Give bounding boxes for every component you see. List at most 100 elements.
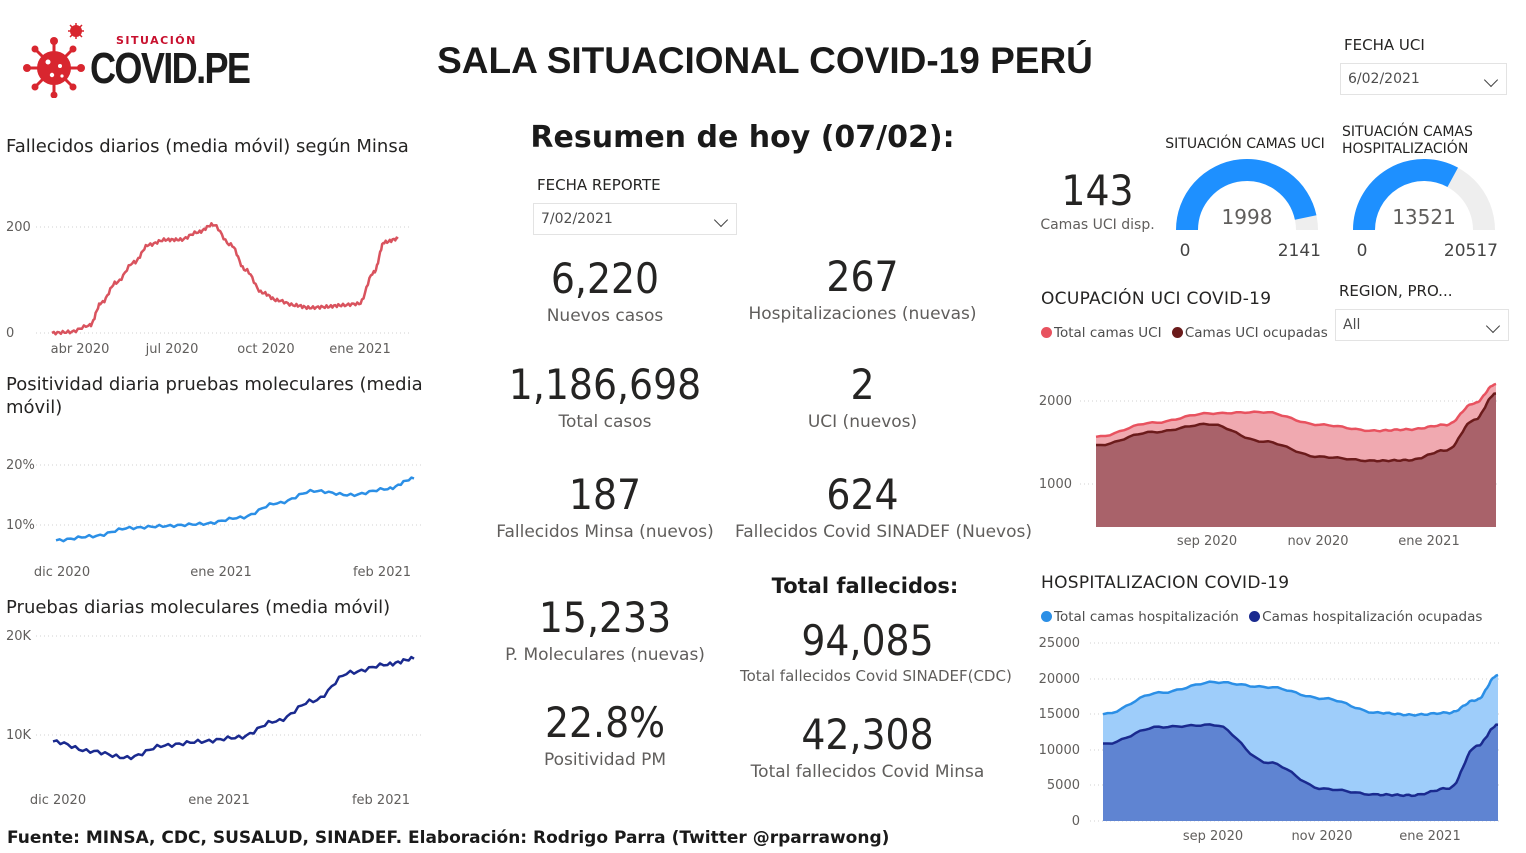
kpi-label: UCI (nuevos): [807, 412, 918, 432]
gauge-camas-hospitalizacion: 13521 0 20517: [1353, 159, 1498, 261]
kpi-hospitalizaciones: 267 Hospitalizaciones (nuevas): [735, 252, 990, 324]
summary-title: Resumen de hoy (07/02):: [530, 120, 955, 155]
gauge-max: 20517: [1444, 241, 1498, 261]
kpi-nuevos-casos: 6,220 Nuevos casos: [480, 254, 730, 326]
gauge-value: 1998: [1222, 205, 1273, 229]
x-tick-label: ene 2021: [190, 565, 251, 580]
y-tick-label: 20000: [1039, 672, 1080, 687]
legend-camas-hosp-ocupadas: Camas hospitalización ocupadas: [1262, 609, 1483, 625]
fecha-uci-value: 6/02/2021: [1348, 71, 1420, 87]
series-line: [1102, 673, 1499, 717]
kpi-label: Fallecidos Minsa (nuevos): [496, 522, 714, 542]
series-area: [1096, 393, 1496, 527]
legend-dot: [1249, 611, 1261, 622]
series-line: [1096, 392, 1497, 463]
kpi-value: 22.8%: [544, 698, 666, 747]
series-line: [55, 476, 415, 543]
x-tick-label: jul 2020: [145, 342, 199, 357]
gauge-hosp-title: SITUACIÓN CAMAS HOSPITALIZACIÓN: [1342, 124, 1522, 158]
y-tick-label: 10%: [6, 518, 35, 533]
fecha-reporte-label: FECHA REPORTE: [537, 176, 661, 194]
x-tick-label: abr 2020: [51, 342, 110, 357]
series-line: [1103, 723, 1499, 798]
gauge-hosp-title-line2: HOSPITALIZACIÓN: [1342, 141, 1469, 157]
gauge-camas-uci: 1998 0 2141: [1176, 159, 1321, 261]
region-label: REGION, PRO...: [1339, 282, 1453, 300]
legend-dot: [1041, 611, 1052, 622]
kpi-value: 624: [826, 470, 899, 519]
kpi-value: 143: [1061, 166, 1134, 215]
series-line: [1095, 382, 1497, 439]
x-tick-label: nov 2020: [1287, 534, 1348, 549]
kpi-value: 267: [826, 252, 899, 301]
kpi-total-sinadef: 94,085 Total fallecidos Covid SINADEF(CD…: [740, 616, 1012, 685]
kpi-camas-uci-disp: 143 Camas UCI disp.: [1040, 166, 1155, 233]
total-fallecidos-title: Total fallecidos:: [771, 574, 959, 598]
x-tick-label: feb 2021: [353, 565, 411, 580]
region-dropdown[interactable]: All: [1335, 309, 1509, 341]
x-tick-label: ene 2021: [329, 342, 390, 357]
x-tick-label: feb 2021: [352, 793, 410, 808]
kpi-label: Positividad PM: [543, 750, 667, 770]
gauge-min: 0: [1180, 241, 1191, 261]
y-tick-label: 20K: [6, 629, 32, 644]
page-title: SALA SITUACIONAL COVID-19 PERÚ: [437, 40, 1093, 81]
y-tick-label: 0: [6, 326, 14, 341]
kpi-value: 15,233: [538, 593, 672, 642]
kpi-p-moleculares: 15,233 P. Moleculares (nuevas): [480, 593, 730, 665]
hospitalizacion-legend: Total camas hospitalización Camas hospit…: [1041, 609, 1482, 625]
chevron-down-icon: [713, 212, 729, 228]
region-value: All: [1343, 317, 1361, 333]
kpi-label: Fallecidos Covid SINADEF (Nuevos): [735, 522, 1033, 542]
hospitalizacion-chart: 25000 20000 15000 10000 5000 0 sep 2020 nov 202…: [1039, 636, 1502, 844]
kpi-label: Total casos: [558, 412, 652, 432]
kpi-value: 2: [850, 360, 875, 409]
gauge-uci-title: SITUACIÓN CAMAS UCI: [1165, 136, 1325, 152]
series-area: [1103, 724, 1498, 821]
series-line: [51, 222, 399, 336]
y-tick-label: 10000: [1039, 743, 1080, 758]
pruebas-chart: 20K 10K dic 2020 ene 2021 feb 2021: [6, 629, 422, 808]
x-tick-label: sep 2020: [1177, 534, 1237, 549]
fecha-reporte-dropdown[interactable]: 7/02/2021: [533, 203, 737, 235]
positividad-chart-title: Positividad diaria pruebas moleculares (…: [6, 374, 423, 418]
legend-total-camas-uci: Total camas UCI: [1054, 325, 1162, 341]
kpi-fallecidos-sinadef: 624 Fallecidos Covid SINADEF (Nuevos): [735, 470, 1033, 542]
x-tick-label: sep 2020: [1183, 829, 1243, 844]
virus-icon: [23, 23, 85, 98]
logo-brand: COVID.PE: [90, 44, 251, 93]
x-tick-label: ene 2021: [1398, 534, 1459, 549]
legend-dot: [1041, 327, 1052, 338]
gauge-fill: [1353, 159, 1459, 231]
kpi-total-casos: 1,186,698 Total casos: [480, 360, 730, 432]
legend-camas-uci-ocupadas: Camas UCI ocupadas: [1184, 325, 1328, 341]
kpi-value: 42,308: [801, 710, 934, 759]
fecha-reporte-value: 7/02/2021: [541, 211, 613, 227]
legend-dot: [1171, 327, 1183, 338]
chevron-down-icon: [1485, 318, 1501, 334]
kpi-label: P. Moleculares (nuevas): [505, 645, 705, 665]
ocupacion-uci-title: OCUPACIÓN UCI COVID-19: [1041, 289, 1272, 309]
kpi-label: Camas UCI disp.: [1040, 217, 1155, 233]
legend-total-camas-hosp: Total camas hospitalización: [1054, 609, 1239, 625]
y-tick-label: 1000: [1039, 477, 1072, 492]
y-tick-label: 0: [1072, 814, 1080, 829]
logo: SITUACIÓN COVID.PE: [22, 22, 252, 102]
gauge-hosp-title-line1: SITUACIÓN CAMAS: [1342, 124, 1473, 140]
kpi-value: 187: [568, 470, 642, 519]
x-tick-label: ene 2021: [188, 793, 249, 808]
ocupacion-uci-legend: Total camas UCI Camas UCI ocupadas: [1041, 325, 1328, 341]
x-tick-label: dic 2020: [30, 793, 86, 808]
kpi-label: Nuevos casos: [546, 306, 664, 326]
x-tick-label: nov 2020: [1291, 829, 1352, 844]
series-line: [52, 655, 415, 761]
kpi-uci-nuevos: 2 UCI (nuevos): [735, 360, 990, 432]
footer-source: Fuente: MINSA, CDC, SUSALUD, SINADEF. El…: [7, 828, 890, 848]
y-tick-label: 20%: [6, 458, 35, 473]
gauge-value: 13521: [1392, 205, 1456, 229]
fecha-uci-dropdown[interactable]: 6/02/2021: [1340, 63, 1507, 95]
y-tick-label: 10K: [6, 728, 32, 743]
y-tick-label: 5000: [1047, 778, 1080, 793]
gauge-fill: [1176, 159, 1317, 231]
ocupacion-uci-chart: 2000 1000 sep 2020 nov 2020 ene 2021: [1039, 382, 1500, 549]
